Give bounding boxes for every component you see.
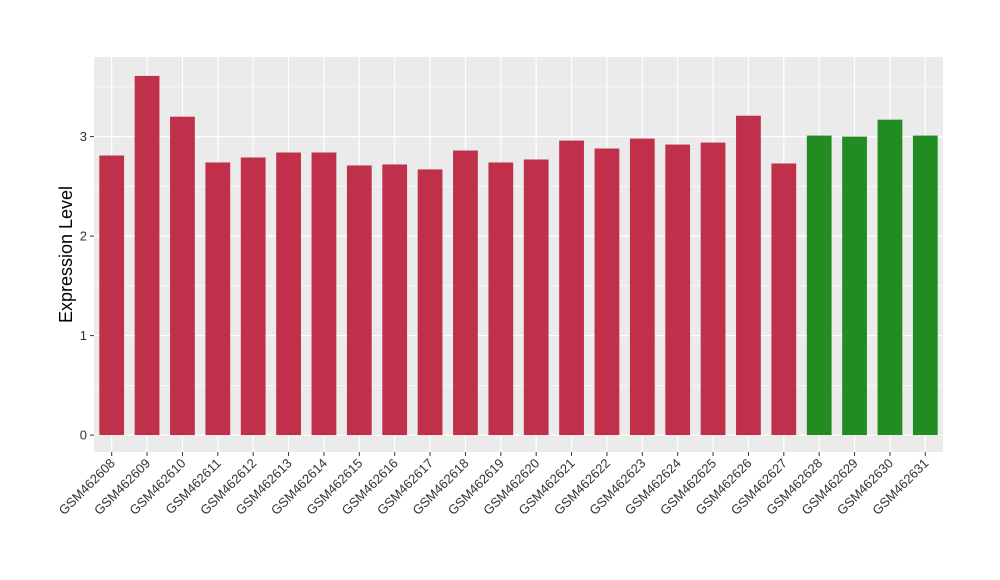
x-axis: GSM462608GSM462609GSM462610GSM462611GSM4… xyxy=(56,452,931,518)
bar xyxy=(700,142,726,436)
bar xyxy=(771,163,797,436)
y-tick-label: 3 xyxy=(80,129,87,144)
bar xyxy=(240,157,266,436)
y-tick-label: 2 xyxy=(80,229,87,244)
bar xyxy=(170,116,195,436)
bar xyxy=(665,144,691,436)
bar xyxy=(276,152,301,436)
bars-group xyxy=(99,75,938,436)
bar xyxy=(877,119,903,436)
bar xyxy=(134,75,160,436)
bar xyxy=(806,135,832,436)
y-tick-label: 0 xyxy=(80,428,87,443)
bar xyxy=(346,165,372,436)
bar xyxy=(736,115,761,436)
bar xyxy=(523,159,549,436)
y-axis: 0 1 2 3 xyxy=(80,129,94,443)
bar xyxy=(311,152,337,436)
bar xyxy=(842,136,867,436)
bar xyxy=(417,169,443,436)
bar xyxy=(205,162,231,436)
grid-minor-lines xyxy=(94,86,943,386)
bar xyxy=(912,135,938,436)
y-axis-title: Expression Level xyxy=(56,186,76,323)
bar xyxy=(453,150,478,436)
bar xyxy=(629,138,655,436)
bar xyxy=(382,164,408,436)
bar xyxy=(488,162,514,436)
bar xyxy=(559,140,584,436)
y-tick-label: 1 xyxy=(80,328,87,343)
bar xyxy=(99,155,125,436)
bar xyxy=(594,148,620,436)
plot-panel xyxy=(94,57,943,452)
